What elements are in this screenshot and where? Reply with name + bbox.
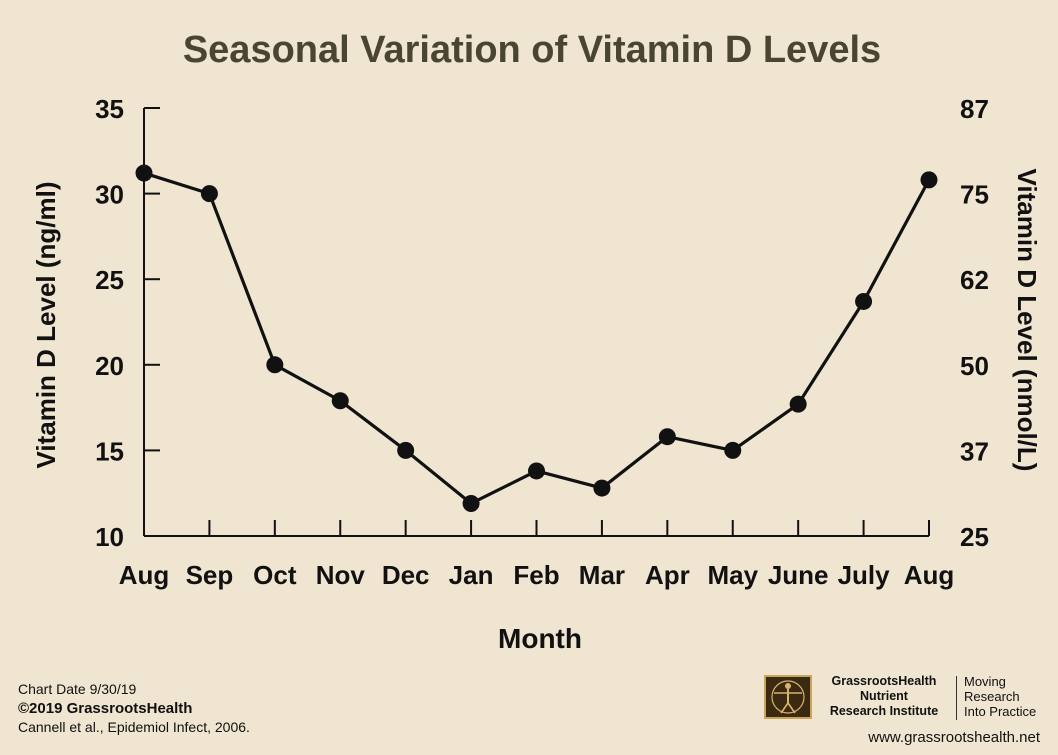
x-tick-label: Feb [513,560,559,590]
brand-block: GrassrootsHealth Nutrient Research Insti… [764,672,1054,722]
footer-info: Chart Date 9/30/19 ©2019 GrassrootsHealt… [18,680,250,737]
x-tick-label: July [838,560,891,590]
y-tick-label-right: 25 [960,522,989,552]
y-tick-label-right: 62 [960,265,989,295]
data-point [266,356,284,374]
data-point [855,292,873,310]
brand-divider [956,676,957,720]
y-tick-label-right: 50 [960,351,989,381]
data-point [789,395,807,413]
tagline-line-1: Moving [964,674,1006,689]
website-link[interactable]: www.grassrootshealth.net [868,729,1040,746]
vitruvian-logo-icon [764,675,812,719]
y-tick-label-right: 75 [960,180,989,210]
data-point [397,441,415,459]
series [135,164,938,512]
x-tick-label: May [707,560,758,590]
brand-line-2: Nutrient [860,689,908,703]
copyright: ©2019 GrassrootsHealth [18,700,193,717]
chart-title: Seasonal Variation of Vitamin D Levels [183,29,881,71]
data-point [658,428,676,446]
x-tick-label: Aug [119,560,170,590]
y-tick-label: 10 [95,522,124,552]
brand-line-1: GrassrootsHealth [831,674,937,688]
tagline-line-3: Into Practice [964,704,1037,719]
x-tick-label: Aug [904,560,955,590]
y-tick-label: 30 [95,180,124,210]
y-tick-label: 15 [95,436,124,466]
x-tick-label: June [768,560,829,590]
x-tick-label: Dec [382,560,430,590]
x-tick-label: Nov [316,560,366,590]
x-axis-label: Month [498,623,582,654]
data-point [135,164,153,182]
y-axis-label-left: Vitamin D Level (ng/ml) [31,181,61,468]
chart-date: Chart Date 9/30/19 [18,681,137,697]
brand-name: GrassrootsHealth Nutrient Research Insti… [820,674,948,719]
brand-line-3: Research Institute [829,704,939,718]
x-tick-label: Mar [579,560,625,590]
series-line [143,171,931,506]
x-tick-label: Apr [645,560,690,590]
data-point [331,392,349,410]
x-tick-label: Oct [253,560,297,590]
x-tick-label: Jan [449,560,494,590]
ticks: 10 15 20 25 30 35 25 37 50 62 75 87 Aug Sep Oct Nov Dec J… [95,94,989,590]
y-tick-label-right: 37 [960,436,989,466]
y-tick-label: 20 [95,351,124,381]
data-point [724,441,742,459]
data-point [528,462,545,480]
data-point [200,185,218,203]
y-axis-label-right: Vitamin D Level (nmol/L) [1012,169,1042,472]
data-point [462,494,480,512]
x-tick-label: Sep [186,560,234,590]
y-tick-label: 35 [95,94,124,124]
citation: Cannell et al., Epidemiol Infect, 2006. [18,719,250,735]
y-tick-label: 25 [95,265,124,295]
brand-tagline: Moving Research Into Practice [964,674,1054,719]
y-tick-label-right: 87 [960,94,989,124]
data-point [593,479,611,497]
data-point [920,171,938,189]
tagline-line-2: Research [964,689,1020,704]
